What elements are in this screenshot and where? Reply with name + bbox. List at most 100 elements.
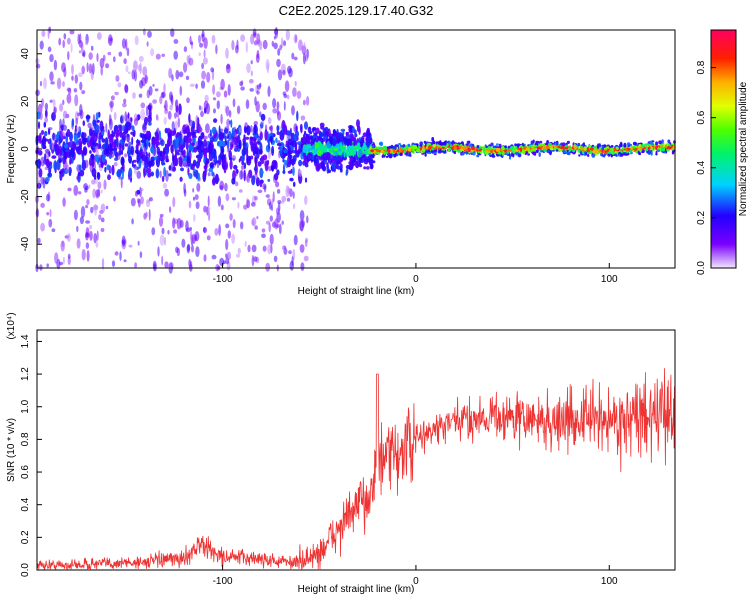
heatmap-cell-300	[101, 138, 106, 143]
heatmap-cell-1108	[256, 49, 260, 59]
heatmap-cell-1265	[197, 135, 202, 145]
heatmap-cell-731	[137, 240, 140, 246]
heatmap-cell-18	[49, 99, 53, 103]
heatmap-cell-3164	[484, 144, 487, 147]
heatmap-cell-1998	[332, 129, 336, 135]
heatmap-cell-730	[168, 67, 173, 79]
heatmap-cell-1991	[311, 127, 315, 133]
heatmap-cell-1358	[176, 152, 180, 156]
heatmap-cell-950	[232, 98, 236, 108]
heatmap-cell-483	[285, 29, 290, 41]
heatmap-cell-1999	[350, 159, 354, 165]
heatmap-cell-780	[132, 92, 136, 99]
heatmap-cell-1819	[363, 166, 367, 170]
heatmap-cell-217	[200, 110, 204, 118]
heatmap-cell-1976	[363, 158, 369, 165]
heatmap-cell-3126	[453, 150, 457, 155]
heatmap-cell-3263	[493, 147, 496, 150]
heatmap-cell-982	[210, 67, 215, 73]
heatmap-cell-1996	[302, 145, 308, 154]
heatmap-cell-1216	[285, 140, 289, 146]
heatmap-cell-1145	[82, 146, 88, 156]
heatmap-cell-1214	[219, 128, 224, 133]
heatmap-cell-786	[51, 140, 54, 150]
heatmap-cell-702	[292, 166, 295, 176]
heatmap-cell-425	[287, 170, 293, 174]
heatmap-cell-249	[117, 82, 122, 88]
heatmap-cell-1352	[116, 142, 122, 150]
heatmap-cell-97	[161, 175, 165, 182]
heatmap-cell-3234	[424, 153, 427, 157]
heatmap-cell-1448	[78, 150, 83, 155]
heatmap-cell-1000	[249, 88, 254, 92]
heatmap-cell-1442	[85, 204, 89, 209]
heatmap-cell-1472	[256, 216, 259, 220]
heatmap-cell-1465	[85, 242, 90, 250]
heatmap-cell-1005	[140, 108, 146, 121]
heatmap-cell-1496	[134, 262, 138, 269]
heatmap-cell-704	[80, 206, 86, 218]
heatmap-cell-995	[62, 197, 66, 207]
heatmap-cell-1112	[238, 126, 242, 133]
heatmap-cell-1118	[191, 245, 194, 253]
heatmap-cell-1494	[55, 134, 59, 140]
heatmap-cell-498	[259, 111, 262, 118]
heatmap-cell-3048	[419, 144, 423, 147]
heatmap-cell-3043	[522, 149, 526, 155]
heatmap-cell-878	[235, 44, 239, 54]
heatmap-cell-1382	[178, 134, 182, 143]
heatmap-cell-3237	[484, 151, 489, 155]
heatmap-cell-1813	[339, 168, 343, 173]
heatmap-cell-1044	[207, 195, 210, 208]
heatmap-cell-2919	[629, 149, 632, 153]
heatmap-cell-2878	[498, 143, 502, 148]
heatmap-cell-1002	[251, 244, 257, 253]
heatmap-cell-1891	[313, 135, 316, 139]
heatmap-cell-1422	[276, 142, 282, 147]
heatmap-cell-1817	[328, 169, 331, 173]
heatmap-cell-493	[156, 114, 159, 121]
heatmap-cell-1174	[174, 150, 177, 163]
heatmap-cell-1144	[98, 163, 102, 168]
heatmap-cell-1158	[212, 84, 216, 95]
heatmap-cell-2758	[546, 140, 549, 145]
heatmap-cell-986	[167, 229, 170, 235]
heatmap-cell-1336	[128, 167, 133, 178]
heatmap-cell-578	[48, 218, 53, 228]
heatmap-cell-1232	[90, 45, 94, 51]
heatmap-cell-1207	[267, 139, 270, 151]
heatmap-cell-661	[292, 181, 296, 187]
heatmap-cell-3262	[388, 154, 393, 159]
heatmap-cell-3166	[536, 146, 541, 150]
heatmap-cell-132	[267, 117, 272, 125]
heatmap-cell-1394	[46, 193, 50, 202]
heatmap-cell-1488	[95, 154, 99, 163]
heatmap-cell-136	[225, 223, 230, 229]
heatmap-cell-3125	[541, 147, 545, 150]
heatmap-cell-1260	[82, 120, 86, 127]
heatmap-cell-762	[240, 34, 246, 42]
heatmap-cell-505	[268, 222, 271, 233]
heatmap-cell-3014	[637, 147, 641, 151]
heatmap-cell-1480	[81, 249, 86, 261]
heatmap-cell-897	[262, 245, 267, 252]
heatmap-cell-456	[162, 182, 167, 189]
heatmap-cell-429	[272, 98, 277, 109]
heatmap-cell-1904	[336, 160, 341, 165]
heatmap-cell-1173	[64, 143, 69, 149]
heatmap-cell-3191	[555, 149, 559, 152]
heatmap-cell-1278	[118, 124, 123, 131]
heatmap-cell-3103	[409, 151, 412, 156]
heatmap-cell-985	[177, 117, 181, 128]
heatmap-cell-3127	[482, 146, 486, 152]
heatmap-cell-856	[133, 60, 138, 71]
heatmap-cell-1403	[58, 145, 63, 157]
heatmap-cell-928	[126, 47, 130, 57]
heatmap-cell-3210	[471, 146, 475, 151]
heatmap-cell-953	[51, 132, 57, 141]
heatmap-y-axis-title: Frequency (Hz)	[6, 115, 17, 184]
heatmap-cell-3102	[495, 146, 500, 149]
heatmap-cell-101	[228, 110, 232, 118]
heatmap-cell-1440	[226, 251, 231, 260]
heatmap-cell-852	[248, 79, 254, 84]
